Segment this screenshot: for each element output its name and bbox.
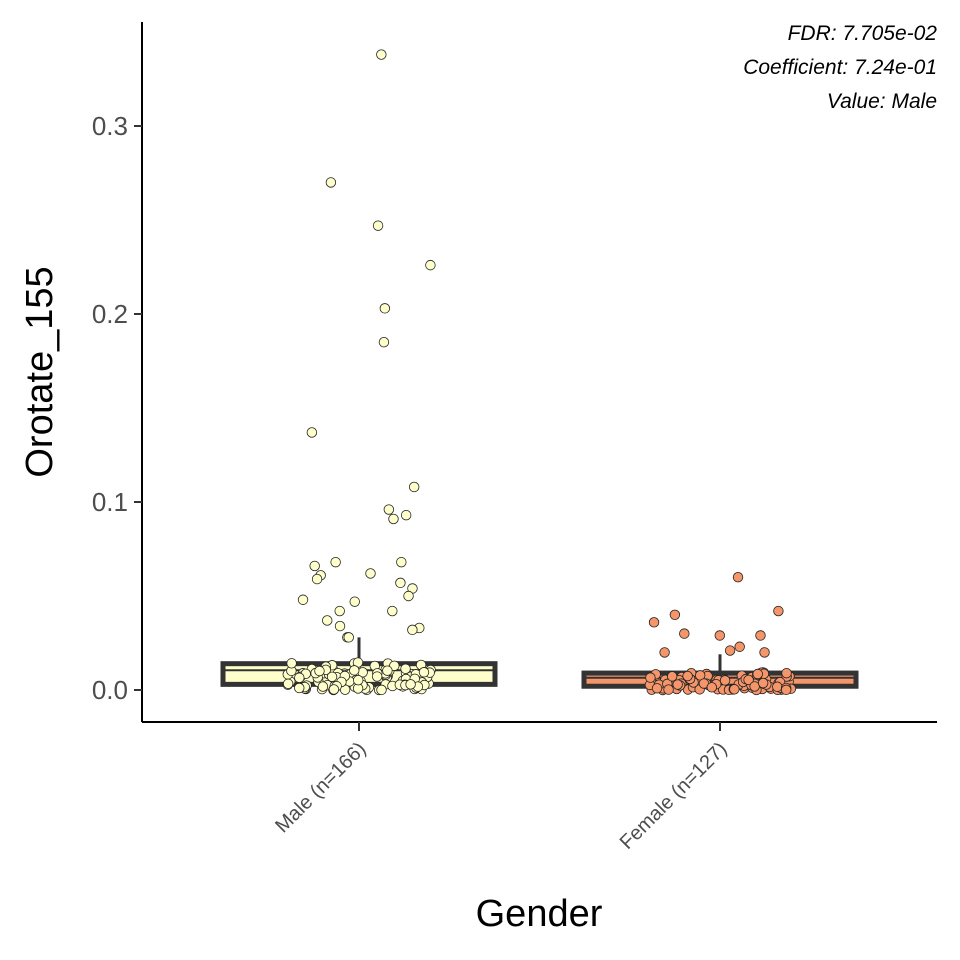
outlier-point: [297, 594, 309, 605]
outlier-point: [330, 556, 341, 568]
jitter-point: [294, 672, 305, 683]
jitter-point: [666, 671, 678, 682]
outlier-point: [732, 572, 744, 583]
jitter-point: [282, 678, 294, 689]
jitter-point: [349, 665, 360, 676]
outlier-point: [306, 427, 318, 438]
outlier-point: [648, 617, 660, 628]
annotation-value: Value: Male: [827, 90, 937, 113]
jitter-point: [328, 684, 340, 695]
jitter-point: [663, 684, 674, 695]
y-tick-label: 0.2: [92, 299, 128, 329]
outlier-point: [659, 647, 670, 658]
outlier-point: [383, 504, 395, 515]
outlier-point: [378, 337, 390, 348]
y-tick-label: 0.0: [92, 675, 128, 705]
jitter-point: [752, 668, 763, 680]
outlier-point: [309, 560, 320, 572]
outlier-point: [322, 615, 333, 626]
jitter-point: [418, 667, 430, 678]
outlier-point: [400, 509, 412, 521]
jitter-point: [294, 682, 305, 694]
outlier-point: [669, 609, 681, 621]
jitter-point: [353, 674, 364, 686]
jitter-point: [706, 682, 717, 693]
jitter-point: [780, 684, 792, 696]
jitter-point: [757, 677, 769, 689]
jitter-point: [405, 679, 416, 690]
outlier-point: [755, 630, 766, 641]
x-axis-title: Gender: [476, 893, 603, 935]
outlier-point: [425, 259, 436, 271]
outlier-point: [343, 632, 354, 643]
jitter-point: [371, 671, 383, 682]
jitter-point: [672, 679, 683, 690]
outlier-point: [388, 513, 399, 525]
jitter-point: [682, 670, 693, 682]
outlier-point: [395, 577, 406, 589]
outlier-point: [334, 620, 346, 632]
outlier-point: [408, 481, 420, 493]
outlier-point: [407, 624, 418, 636]
outlier-point: [379, 303, 391, 314]
annotation-coefficient: Coefficient: 7.24e-01: [743, 56, 937, 79]
outlier-point: [349, 596, 360, 607]
box-group: [220, 49, 498, 696]
outlier-point: [311, 573, 323, 585]
jitter-point: [382, 665, 393, 676]
jitter-point: [781, 667, 792, 679]
outlier-point: [724, 645, 736, 656]
outlier-point: [773, 605, 784, 617]
plot-area: [220, 49, 859, 696]
outlier-point: [365, 568, 376, 579]
y-tick-label: 0.3: [92, 111, 128, 141]
jitter-point: [286, 658, 297, 669]
outlier-point: [387, 605, 398, 617]
jitter-point: [729, 684, 740, 695]
jitter-point: [645, 672, 656, 683]
outlier-point: [376, 49, 387, 60]
jitter-point: [743, 674, 754, 686]
outlier-point: [325, 177, 337, 188]
outlier-point: [403, 590, 414, 602]
jitter-point: [400, 663, 411, 674]
jitter-point: [772, 681, 783, 692]
outlier-point: [734, 641, 745, 652]
box-group: [581, 572, 859, 696]
jitter-point: [326, 671, 338, 682]
jitter-point: [317, 681, 329, 692]
jitter-point: [314, 665, 325, 677]
y-axis-title: Orotate_155: [19, 266, 61, 477]
jitter-point: [376, 684, 387, 696]
annotation-fdr: FDR: 7.705e-02: [788, 22, 938, 45]
y-tick-label: 0.1: [92, 487, 128, 517]
jitter-point: [719, 675, 731, 686]
outlier-point: [759, 647, 770, 658]
outlier-point: [372, 220, 384, 231]
outlier-point: [714, 630, 725, 641]
jitter-point: [651, 683, 663, 694]
outlier-point: [334, 605, 345, 617]
outlier-point: [396, 556, 407, 568]
outlier-point: [679, 628, 690, 639]
